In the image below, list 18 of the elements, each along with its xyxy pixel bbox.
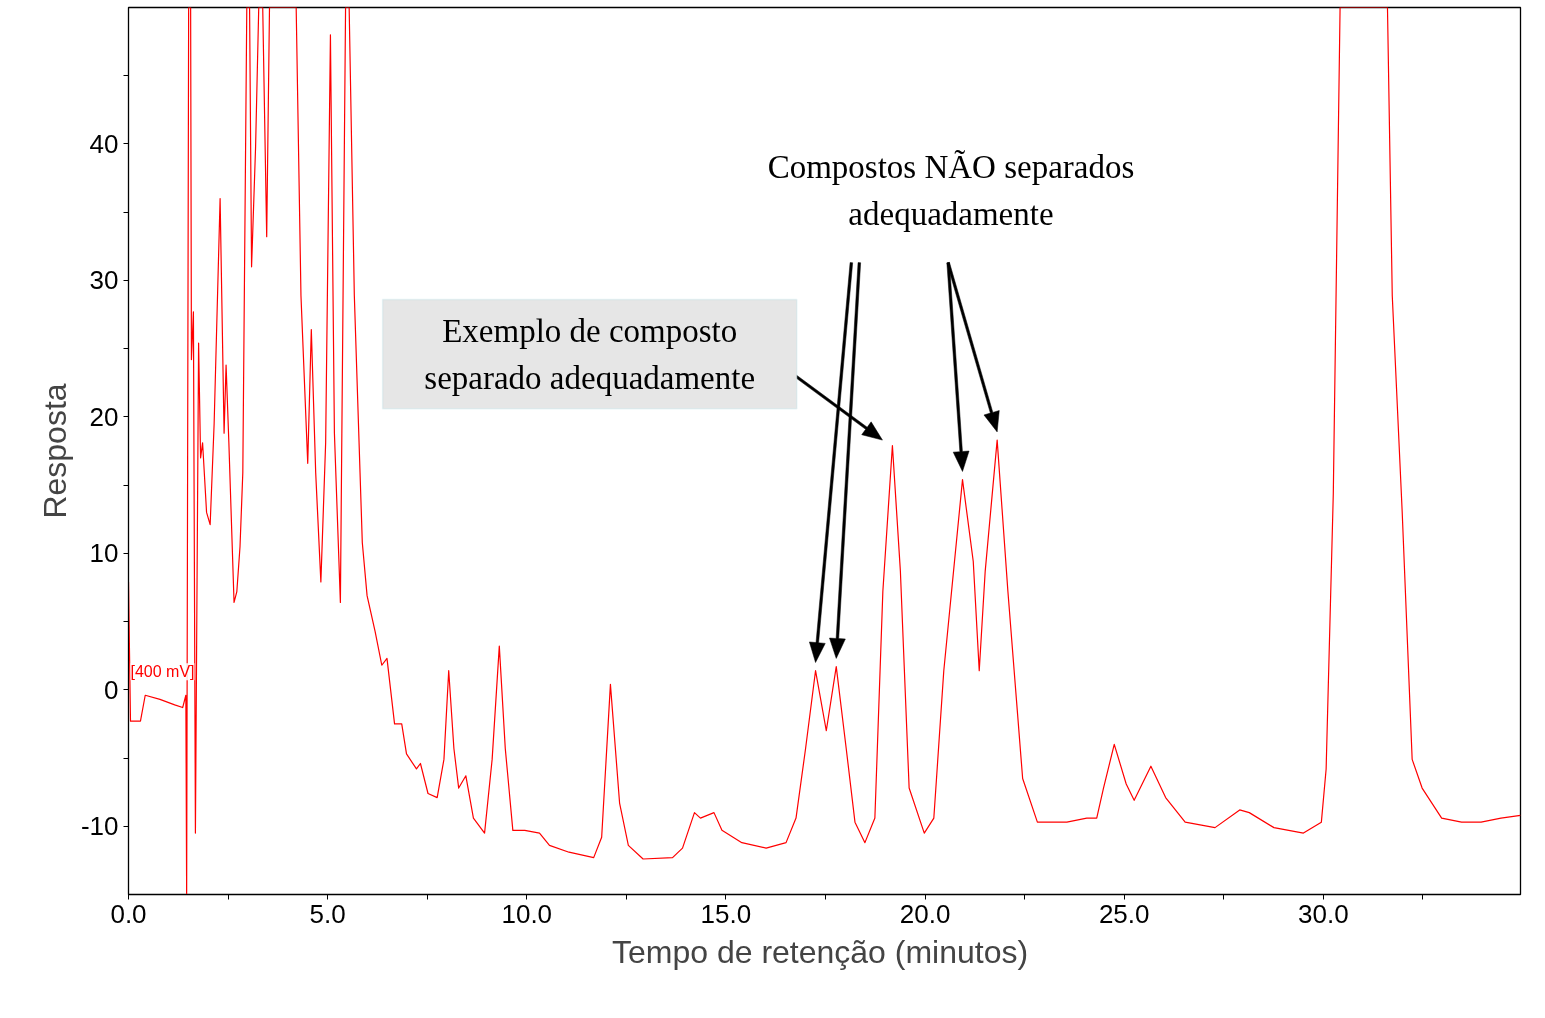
x-tick-label: 25.0 bbox=[1098, 898, 1150, 929]
annotation: Exemplo de composto separado adequadamente bbox=[424, 312, 756, 396]
x-tick-label: 30.0 bbox=[1298, 898, 1349, 929]
y-tick-label: -10 bbox=[80, 811, 119, 842]
x-tick-label: 10.0 bbox=[501, 898, 553, 929]
y-tick-label: 40 bbox=[89, 128, 119, 159]
x-tick-label: 0.0 bbox=[110, 898, 147, 929]
y-axis-title: Resposta bbox=[36, 383, 73, 519]
annotation: [400 mV] bbox=[130, 663, 195, 681]
x-tick-label: 15.0 bbox=[700, 898, 752, 929]
y-tick-label: 0 bbox=[104, 674, 119, 705]
y-tick-label: 10 bbox=[89, 538, 119, 569]
y-tick-label: 30 bbox=[89, 265, 119, 296]
y-tick-label: 20 bbox=[89, 401, 119, 432]
annotation: Compostos NÃO separados adequadamente bbox=[767, 148, 1135, 232]
x-tick-label: 20.0 bbox=[899, 898, 951, 929]
x-tick-label: 5.0 bbox=[309, 898, 346, 929]
x-axis-title: Tempo de retenção (minutos) bbox=[611, 933, 1029, 970]
